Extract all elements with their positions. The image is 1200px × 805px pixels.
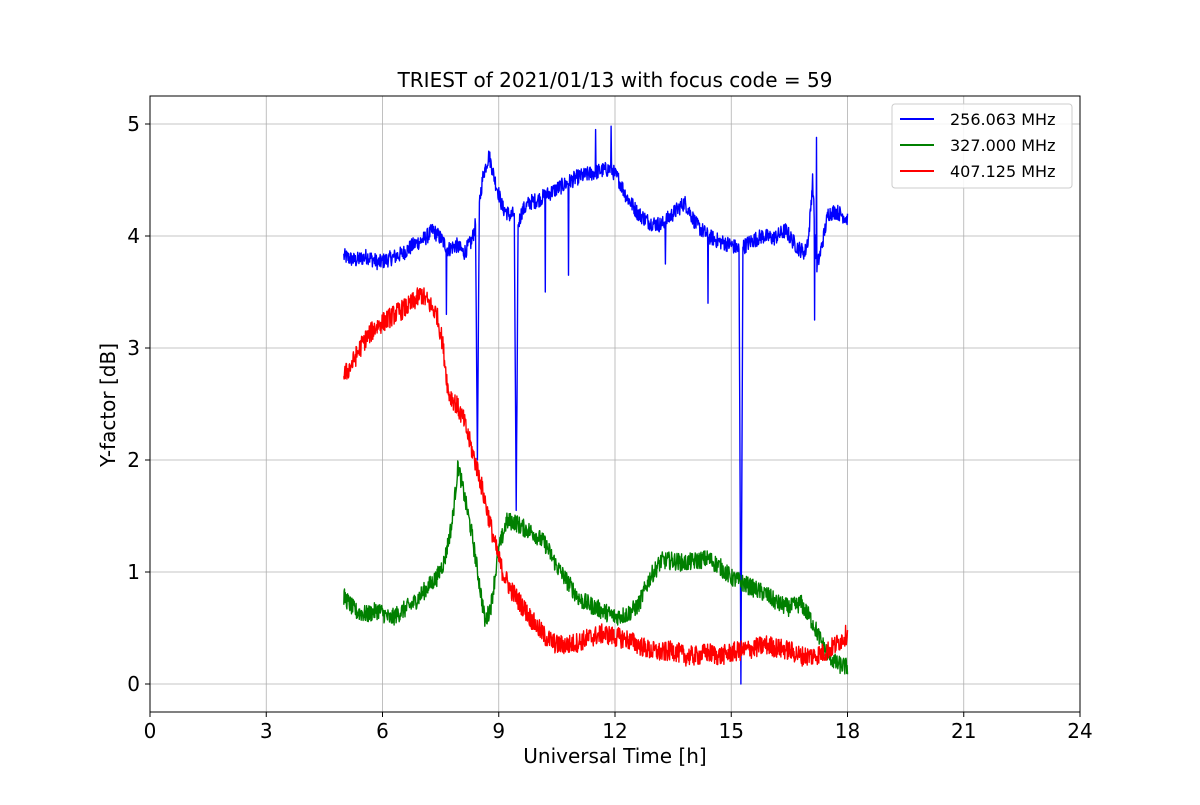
x-tick-label: 9	[492, 719, 505, 743]
legend-label: 327.000 MHz	[950, 136, 1055, 155]
series-1	[343, 460, 849, 675]
y-tick-label: 5	[127, 112, 140, 136]
x-tick-label: 6	[376, 719, 389, 743]
y-tick-label: 0	[127, 672, 140, 696]
legend-box	[891, 103, 1073, 189]
x-tick-label: 21	[951, 719, 976, 743]
series-line	[343, 460, 849, 675]
series-layer	[343, 125, 849, 685]
x-tick-label: 15	[719, 719, 744, 743]
x-tick-label: 24	[1067, 719, 1092, 743]
x-tick-label: 12	[602, 719, 627, 743]
y-tick-label: 4	[127, 224, 140, 248]
x-tick-label: 18	[835, 719, 860, 743]
y-axis-label: Y-factor [dB]	[96, 343, 120, 468]
y-tick-label: 1	[127, 560, 140, 584]
series-2	[343, 287, 849, 667]
series-0	[343, 125, 849, 685]
x-axis-label: Universal Time [h]	[523, 744, 706, 768]
y-tick-label: 2	[127, 448, 140, 472]
series-line	[343, 125, 849, 685]
legend-label: 256.063 MHz	[950, 110, 1055, 129]
x-tick-label: 0	[144, 719, 157, 743]
legend: 256.063 MHz 327.000 MHz 407.125 MHz	[891, 103, 1073, 189]
x-tick-label: 3	[260, 719, 273, 743]
chart-title: TRIEST of 2021/01/13 with focus code = 5…	[397, 68, 833, 92]
series-line	[343, 287, 849, 667]
y-tick-label: 3	[127, 336, 140, 360]
legend-label: 407.125 MHz	[950, 162, 1055, 181]
